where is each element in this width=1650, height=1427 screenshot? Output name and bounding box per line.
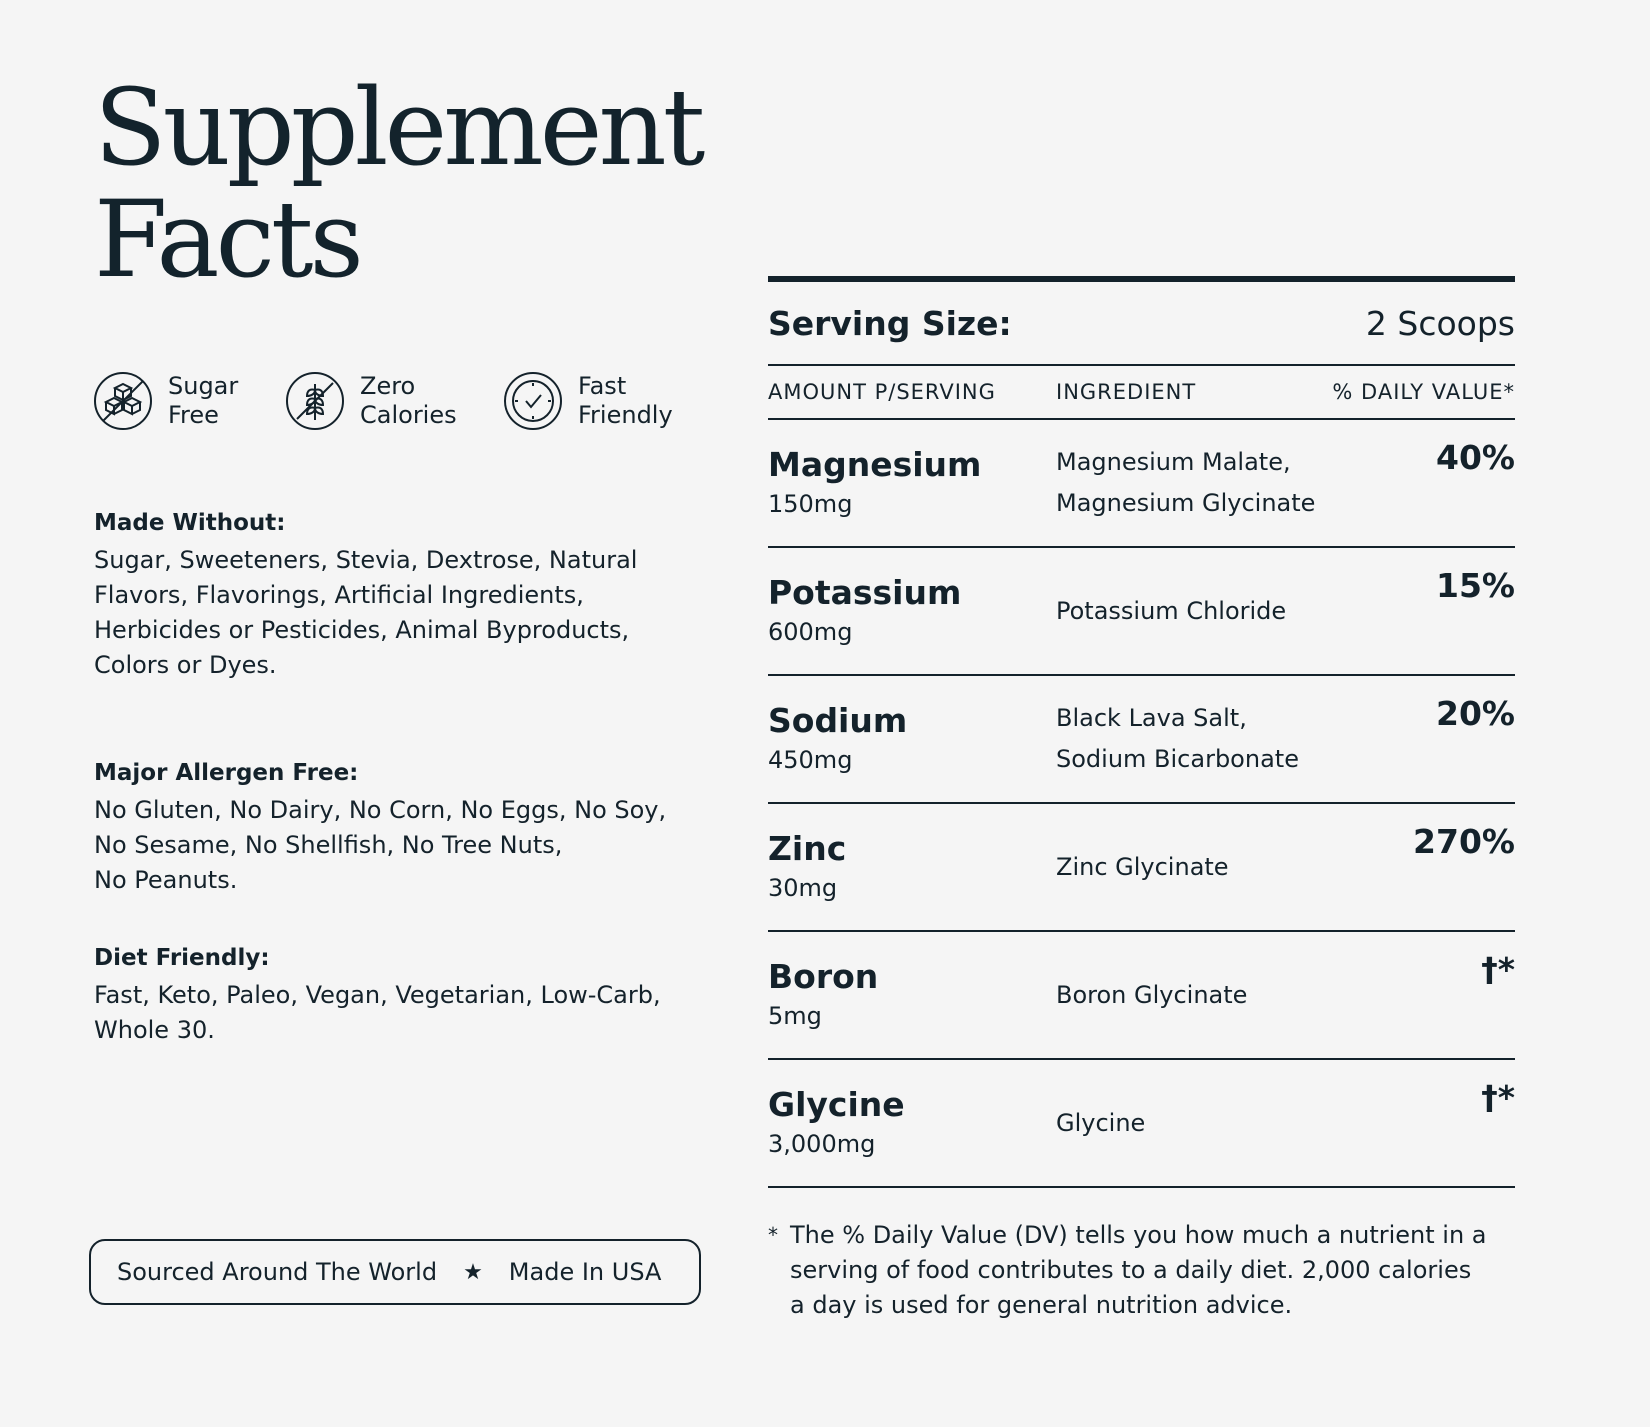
badge-label-line1: Zero [360,372,416,400]
header-daily-value: % DAILY VALUE* [1332,380,1515,404]
footnote-line: serving of food contributes to a daily d… [790,1256,1472,1284]
allergen-section: Major Allergen Free: No Gluten, No Dairy… [94,756,714,898]
badge-label-line1: Sugar [168,372,239,400]
diet-section: Diet Friendly: Fast, Keto, Paleo, Vegan,… [94,941,714,1048]
feature-badges: Sugar Free Zero Calories Fast [92,370,712,434]
table-row: Glycine 3,000mg Glycine †* [768,1060,1515,1188]
badge-label-line2: Calories [360,401,457,429]
ingredient-line: Boron Glycinate [1056,980,1248,1009]
allergen-line: No Peanuts. [94,866,238,894]
serving-size-label: Serving Size: [768,303,1012,343]
top-rule [768,276,1515,282]
ingredient-line: Zinc Glycinate [1056,852,1229,881]
title-line-2: Facts [94,178,364,301]
serving-size-row: Serving Size: 2 Scoops [768,282,1515,366]
nutrient-amount: 450mg [768,746,853,774]
header-amount: AMOUNT P/SERVING [768,380,996,404]
badge-fast-friendly: Fast Friendly [502,370,673,432]
nutrient-name: Potassium [768,573,962,612]
allergen-heading: Major Allergen Free: [94,760,359,786]
footnote-line: The % Daily Value (DV) tells you how muc… [790,1221,1487,1249]
nutrient-amount: 5mg [768,1002,822,1030]
footnote-marker: * [768,1223,778,1247]
badge-label-line2: Friendly [578,401,673,429]
made-in-usa-text: Made In USA [508,1258,662,1286]
wheat-slash-icon [286,372,344,430]
table-row: Potassium 600mg Potassium Chloride 15% [768,548,1515,676]
clock-icon [504,372,562,430]
sugar-cubes-icon [94,372,152,430]
table-header: AMOUNT P/SERVING INGREDIENT % DAILY VALU… [768,366,1515,420]
header-ingredient: INGREDIENT [1056,380,1197,404]
nutrient-amount: 3,000mg [768,1130,876,1158]
sourced-text: Sourced Around The World [117,1258,438,1286]
table-row: Sodium 450mg Black Lava Salt, Sodium Bic… [768,676,1515,804]
daily-value: 270% [1413,822,1515,861]
diet-heading: Diet Friendly: [94,945,270,971]
ingredient-line: Magnesium Glycinate [1056,489,1316,517]
badge-label-line1: Fast [578,372,627,400]
ingredient-line: Potassium Chloride [1056,596,1287,625]
badge-sugar-free: Sugar Free [92,370,238,432]
nutrient-name: Boron [768,957,879,996]
ingredient-line: Magnesium Malate, [1056,448,1291,476]
star-icon: ★ [463,1259,483,1285]
page-title: Supplement Facts [94,66,705,301]
nutrient-amount: 600mg [768,618,853,646]
daily-value: 40% [1436,438,1515,477]
table-row: Magnesium 150mg Magnesium Malate, Magnes… [768,420,1515,548]
daily-value: 20% [1436,694,1515,733]
made-without-section: Made Without: Sugar, Sweeteners, Stevia,… [94,506,714,683]
made-without-heading: Made Without: [94,510,286,536]
supplement-facts-table: Serving Size: 2 Scoops AMOUNT P/SERVING … [768,276,1515,1323]
made-without-line: Herbicides or Pesticides, Animal Byprodu… [94,616,630,644]
footnote-line: a day is used for general nutrition advi… [790,1291,1293,1319]
daily-value: †* [1481,950,1515,989]
nutrient-name: Zinc [768,829,847,868]
title-line-1: Supplement [94,66,705,189]
ingredient-line: Black Lava Salt, [1056,704,1247,732]
footnote: * The % Daily Value (DV) tells you how m… [768,1218,1515,1323]
diet-line: Fast, Keto, Paleo, Vegan, Vegetarian, Lo… [94,981,661,1009]
made-without-line: Colors or Dyes. [94,651,277,679]
ingredient-line: Sodium Bicarbonate [1056,745,1299,773]
nutrient-amount: 30mg [768,874,838,902]
badge-label-line2: Free [168,401,219,429]
allergen-line: No Gluten, No Dairy, No Corn, No Eggs, N… [94,796,667,824]
table-row: Zinc 30mg Zinc Glycinate 270% [768,804,1515,932]
daily-value: †* [1481,1078,1515,1117]
nutrient-name: Glycine [768,1085,905,1124]
badge-zero-calories: Zero Calories [284,370,457,432]
diet-line: Whole 30. [94,1016,215,1044]
serving-size-value: 2 Scoops [1365,303,1515,343]
nutrient-amount: 150mg [768,490,853,518]
made-without-line: Flavors, Flavorings, Artificial Ingredie… [94,581,584,609]
ingredient-line: Glycine [1056,1108,1146,1137]
origin-pill: Sourced Around The World ★ Made In USA [89,1239,701,1305]
daily-value: 15% [1436,566,1515,605]
nutrient-name: Magnesium [768,445,982,484]
nutrient-name: Sodium [768,701,908,740]
allergen-line: No Sesame, No Shellfish, No Tree Nuts, [94,831,563,859]
made-without-line: Sugar, Sweeteners, Stevia, Dextrose, Nat… [94,546,638,574]
table-row: Boron 5mg Boron Glycinate †* [768,932,1515,1060]
